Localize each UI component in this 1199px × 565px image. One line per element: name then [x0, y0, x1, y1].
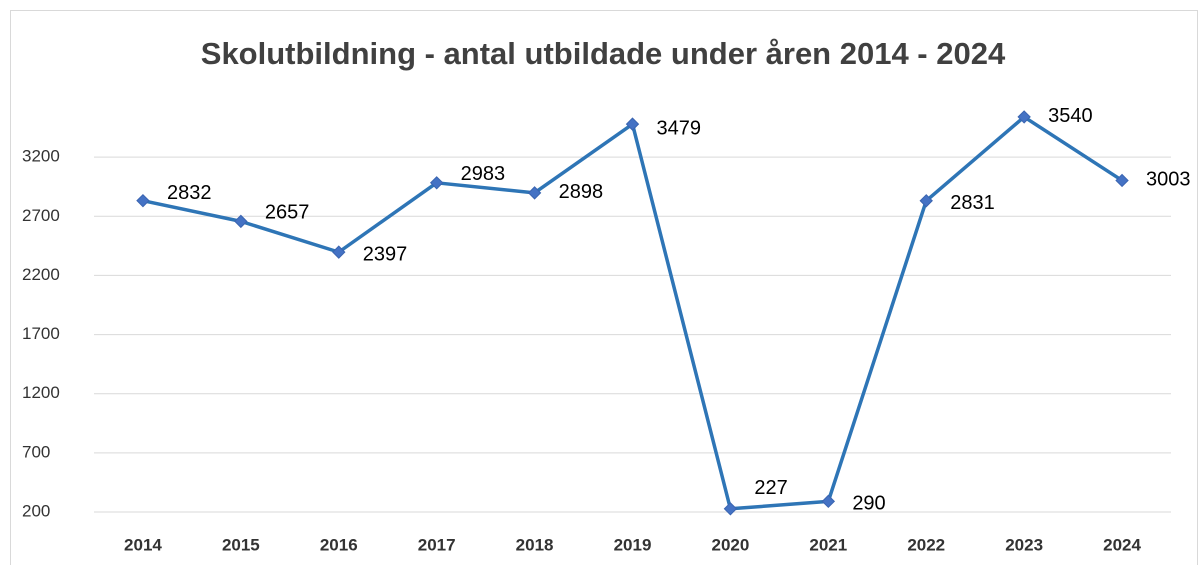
data-label: 2898 — [559, 181, 604, 203]
marker — [821, 494, 836, 509]
data-label: 290 — [852, 493, 885, 515]
marker — [527, 186, 542, 200]
x-tick-label: 2014 — [124, 535, 162, 554]
y-tick-label: 2700 — [22, 206, 60, 225]
data-label: 3540 — [1048, 105, 1093, 127]
x-tick-label: 2020 — [711, 535, 749, 554]
y-tick-label: 1200 — [22, 383, 60, 402]
marker — [332, 245, 346, 259]
chart-title: Skolutbildning - antal utbildade under å… — [201, 36, 1006, 71]
x-tick-label: 2015 — [222, 535, 260, 554]
marker — [234, 214, 248, 229]
y-tick-label: 700 — [22, 442, 50, 461]
x-tick-label: 2021 — [809, 535, 847, 554]
marker — [723, 502, 738, 516]
x-tick-label: 2019 — [614, 535, 652, 554]
x-tick-label: 2016 — [320, 535, 358, 554]
data-label: 2657 — [265, 202, 310, 224]
data-label: 3003 — [1146, 169, 1191, 191]
y-tick-label: 200 — [22, 501, 50, 520]
marker — [919, 194, 933, 208]
marker — [136, 193, 150, 208]
data-label: 2831 — [950, 192, 995, 214]
marker — [1115, 173, 1129, 188]
data-label: 2983 — [461, 163, 506, 185]
data-label: 2397 — [363, 243, 408, 265]
marker — [625, 117, 640, 131]
y-tick-label: 1700 — [22, 324, 60, 343]
x-tick-label: 2023 — [1005, 535, 1043, 554]
x-tick-label: 2022 — [907, 535, 945, 554]
marker — [429, 176, 444, 190]
y-tick-label: 2200 — [22, 265, 60, 284]
x-tick-label: 2024 — [1103, 535, 1141, 554]
chart-frame — [10, 10, 1198, 565]
x-tick-label: 2017 — [418, 535, 456, 554]
marker — [1017, 110, 1031, 124]
data-label: 227 — [754, 477, 787, 499]
data-label: 3479 — [657, 117, 702, 139]
data-label: 2832 — [167, 182, 212, 204]
y-tick-label: 3200 — [22, 147, 60, 166]
x-tick-label: 2018 — [516, 535, 554, 554]
